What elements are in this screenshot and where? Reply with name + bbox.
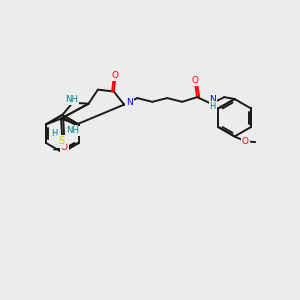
Text: O: O — [192, 76, 199, 85]
Text: H: H — [209, 102, 216, 111]
Text: H: H — [51, 129, 58, 138]
Text: NH: NH — [66, 126, 79, 135]
Text: NH: NH — [64, 95, 78, 104]
Text: O: O — [242, 136, 249, 146]
Text: N: N — [126, 98, 133, 107]
Text: O: O — [112, 71, 119, 80]
Text: N: N — [209, 95, 216, 104]
Text: S: S — [58, 136, 64, 146]
Text: O: O — [61, 143, 68, 152]
